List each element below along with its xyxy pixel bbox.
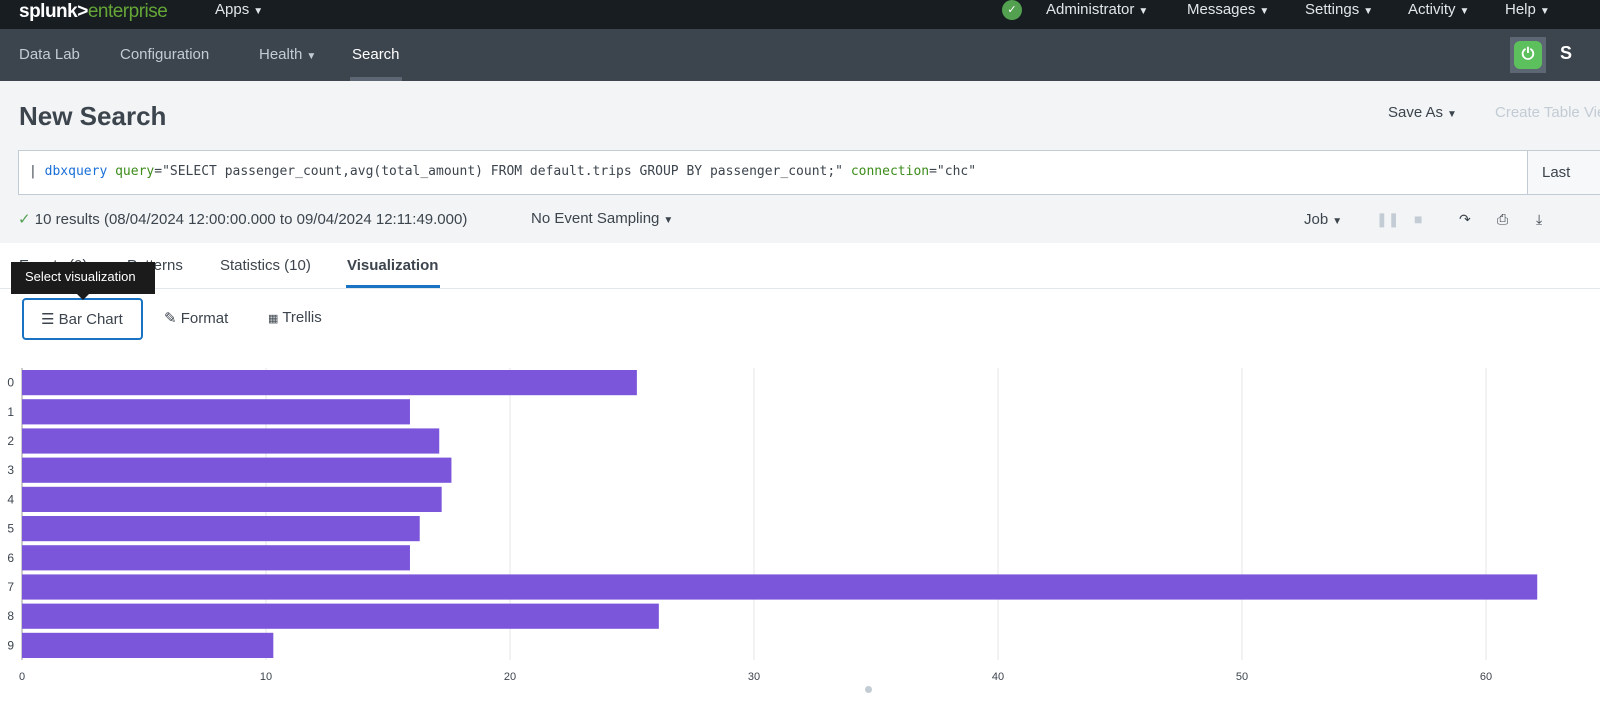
y-tick-label: 3 [7,463,14,477]
x-tick-label: 40 [992,671,1004,683]
resize-handle[interactable] [865,686,872,693]
nav-data-lab[interactable]: Data Lab [19,46,80,63]
select-visualization-button[interactable]: ☰ Bar Chart [22,298,143,340]
bar [22,516,420,542]
y-tick-label: 7 [7,580,14,594]
bar [22,486,442,512]
trellis-button[interactable]: ▦ Trellis [268,309,322,326]
stop-icon[interactable]: ■ [1414,211,1423,227]
settings-menu[interactable]: Settings ▼ [1305,1,1374,18]
y-tick-label: 1 [7,405,14,419]
bar [22,545,410,571]
activity-menu[interactable]: Activity ▼ [1408,1,1470,18]
x-tick-label: 0 [19,671,25,683]
bar [22,574,1538,600]
bar [22,457,452,483]
check-icon: ✓ [18,211,31,228]
event-sampling-dropdown[interactable]: No Event Sampling ▼ [531,210,674,227]
y-tick-label: 4 [7,492,14,506]
messages-menu[interactable]: Messages ▼ [1187,1,1270,18]
nav-configuration[interactable]: Configuration [120,46,210,63]
tab-statistics[interactable]: Statistics (10) [220,257,311,274]
bar-chart-icon: ☰ [41,311,55,328]
y-tick-label: 6 [7,551,14,565]
apps-menu[interactable]: Apps ▼ [215,1,264,18]
administrator-menu[interactable]: Administrator ▼ [1046,1,1149,18]
search-header: New Search Save As▼ Create Table View | … [0,81,1600,243]
page-title: New Search [19,101,167,131]
grid-icon: ▦ [268,313,279,325]
health-ok-icon[interactable]: ✓ [1002,0,1022,20]
top-bar: splunk>enterprise Apps ▼ ✓ Administrator ▼… [0,0,1600,29]
tooltip: Select visualization [11,262,155,300]
share-icon[interactable]: ↷ [1459,211,1471,227]
tab-visualization[interactable]: Visualization [347,257,439,274]
y-tick-label: 5 [7,522,14,536]
bar-chart: 0 10 20 30 40 50 60 0 1 2 3 4 5 6 7 8 9 [7,368,1538,683]
x-tick-label: 60 [1480,671,1492,683]
pause-icon[interactable]: ❚❚ [1376,211,1400,227]
x-tick-label: 20 [504,671,516,683]
app-name: S [1560,43,1573,63]
search-input[interactable]: | dbxquery query="SELECT passenger_count… [18,150,1528,195]
tab-active-indicator [346,285,440,288]
job-menu[interactable]: Job ▼ [1304,211,1343,228]
bar [22,370,637,396]
x-tick-label: 10 [260,671,272,683]
bar [22,603,659,629]
bar [22,428,440,454]
app-nav: Data Lab Configuration Health ▼ Search ⏻ … [0,29,1600,81]
format-button[interactable]: ✎ Format [164,310,229,327]
help-menu[interactable]: Help ▼ [1505,1,1550,18]
x-tick-label: 30 [748,671,760,683]
app-icon[interactable]: ⏻ [1510,37,1546,73]
create-table-view-button[interactable]: Create Table View [1495,104,1600,121]
results-tabs: Events (0) Patterns Statistics (10) Visu… [0,243,1600,289]
y-tick-label: 9 [7,638,14,652]
save-as-button[interactable]: Save As ▼ [1388,104,1457,121]
x-tick-label: 50 [1236,671,1248,683]
y-tick-label: 0 [7,376,14,390]
bar [22,399,410,425]
bar [22,632,274,658]
nav-active-indicator [350,77,402,81]
splunk-logo[interactable]: splunk>enterprise [19,1,168,22]
brush-icon: ✎ [164,310,177,327]
print-icon[interactable]: ⎙ [1497,211,1509,227]
time-range-picker[interactable]: Last [1527,150,1600,195]
nav-health[interactable]: Health ▼ [259,46,317,63]
y-tick-label: 2 [7,434,14,448]
export-icon[interactable]: ⤓ [1536,211,1543,227]
plug-icon: ⏻ [1514,41,1542,69]
y-tick-label: 8 [7,609,14,623]
nav-search[interactable]: Search [352,46,400,63]
results-status: ✓ 10 results (08/04/2024 12:00:00.000 to… [18,211,468,228]
